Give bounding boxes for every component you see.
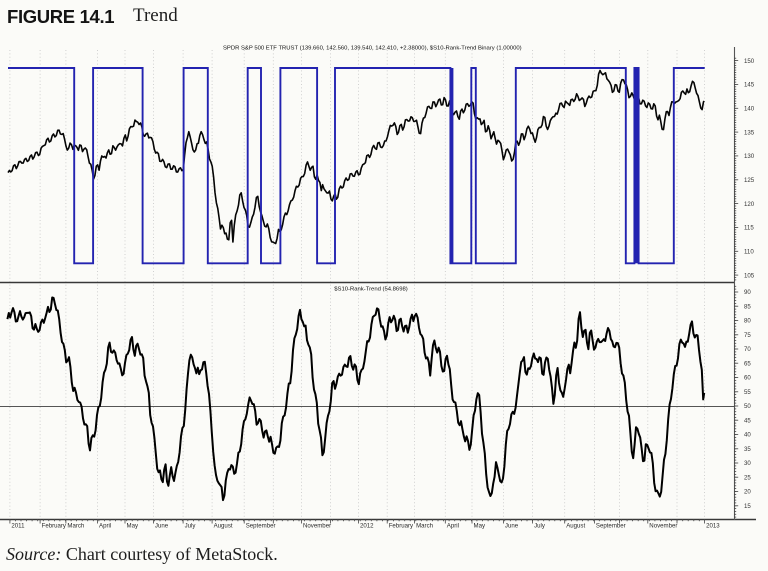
svg-text:SPDR S&P 500 ETF TRUST (139.66: SPDR S&P 500 ETF TRUST (139.660, 142.560… (223, 46, 522, 52)
svg-text:125: 125 (744, 177, 755, 184)
svg-text:145: 145 (744, 82, 755, 89)
svg-text:45: 45 (744, 417, 751, 424)
svg-text:55: 55 (744, 389, 751, 396)
svg-text:$S10-Rank-Trend (54.8698): $S10-Rank-Trend (54.8698) (334, 287, 407, 293)
svg-text:90: 90 (744, 289, 751, 296)
svg-text:40: 40 (744, 432, 751, 439)
svg-text:February: February (42, 522, 67, 529)
svg-text:35: 35 (744, 446, 751, 453)
svg-text:November: November (303, 522, 331, 529)
svg-text:August: August (214, 522, 233, 529)
svg-text:140: 140 (744, 105, 755, 112)
svg-text:115: 115 (744, 225, 754, 232)
svg-text:April: April (99, 522, 111, 529)
svg-text:60: 60 (744, 375, 751, 382)
svg-text:May: May (127, 522, 139, 529)
svg-text:70: 70 (744, 346, 751, 353)
svg-text:2013: 2013 (706, 522, 720, 529)
svg-text:85: 85 (744, 303, 751, 310)
svg-text:20: 20 (744, 489, 751, 496)
svg-text:November: November (649, 522, 677, 529)
svg-text:July: July (185, 522, 197, 529)
svg-text:2011: 2011 (11, 522, 25, 529)
svg-text:105: 105 (744, 272, 755, 279)
svg-text:50: 50 (744, 403, 751, 410)
svg-text:September: September (596, 522, 626, 529)
svg-text:August: August (566, 522, 585, 529)
svg-text:September: September (246, 522, 276, 529)
svg-text:130: 130 (744, 153, 755, 160)
svg-text:April: April (447, 522, 459, 529)
svg-text:80: 80 (744, 318, 751, 325)
svg-text:25: 25 (744, 474, 751, 481)
svg-text:February: February (389, 522, 414, 529)
svg-text:July: July (534, 522, 546, 529)
svg-text:120: 120 (744, 201, 755, 208)
svg-text:2012: 2012 (360, 522, 374, 529)
svg-text:March: March (67, 522, 84, 529)
svg-text:150: 150 (744, 58, 755, 65)
svg-text:May: May (474, 522, 486, 529)
svg-text:135: 135 (744, 129, 755, 136)
svg-text:30: 30 (744, 460, 751, 467)
svg-text:June: June (155, 522, 169, 529)
svg-text:15: 15 (744, 503, 751, 510)
svg-text:65: 65 (744, 360, 751, 367)
svg-text:110: 110 (744, 249, 754, 256)
svg-text:June: June (505, 522, 519, 529)
svg-text:75: 75 (744, 332, 751, 339)
svg-text:March: March (416, 522, 433, 529)
